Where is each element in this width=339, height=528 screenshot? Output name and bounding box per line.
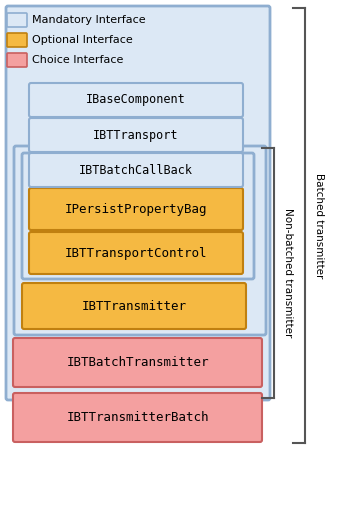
FancyBboxPatch shape [7,13,27,27]
FancyBboxPatch shape [13,393,262,442]
Text: IBaseComponent: IBaseComponent [86,93,186,107]
Text: IBTTransmitterBatch: IBTTransmitterBatch [66,411,209,424]
Text: Optional Interface: Optional Interface [32,35,133,45]
FancyBboxPatch shape [6,6,270,400]
FancyBboxPatch shape [29,83,243,117]
FancyBboxPatch shape [7,53,27,67]
Text: IBTBatchTransmitter: IBTBatchTransmitter [66,356,209,369]
FancyBboxPatch shape [22,153,254,279]
Text: IBTTransport: IBTTransport [93,128,179,142]
Text: Choice Interface: Choice Interface [32,55,123,65]
FancyBboxPatch shape [29,153,243,187]
Text: IBTTransmitter: IBTTransmitter [81,299,186,313]
Text: Non-batched transmitter: Non-batched transmitter [283,209,293,338]
FancyBboxPatch shape [22,283,246,329]
Text: IBTBatchCallBack: IBTBatchCallBack [79,164,193,176]
FancyBboxPatch shape [7,33,27,47]
Text: IBTTransportControl: IBTTransportControl [65,247,207,259]
Text: Batched transmitter: Batched transmitter [314,173,324,278]
FancyBboxPatch shape [29,232,243,274]
FancyBboxPatch shape [13,338,262,387]
FancyBboxPatch shape [29,118,243,152]
FancyBboxPatch shape [29,188,243,230]
Text: IPersistPropertyBag: IPersistPropertyBag [65,203,207,215]
Text: Mandatory Interface: Mandatory Interface [32,15,146,25]
FancyBboxPatch shape [14,146,266,335]
